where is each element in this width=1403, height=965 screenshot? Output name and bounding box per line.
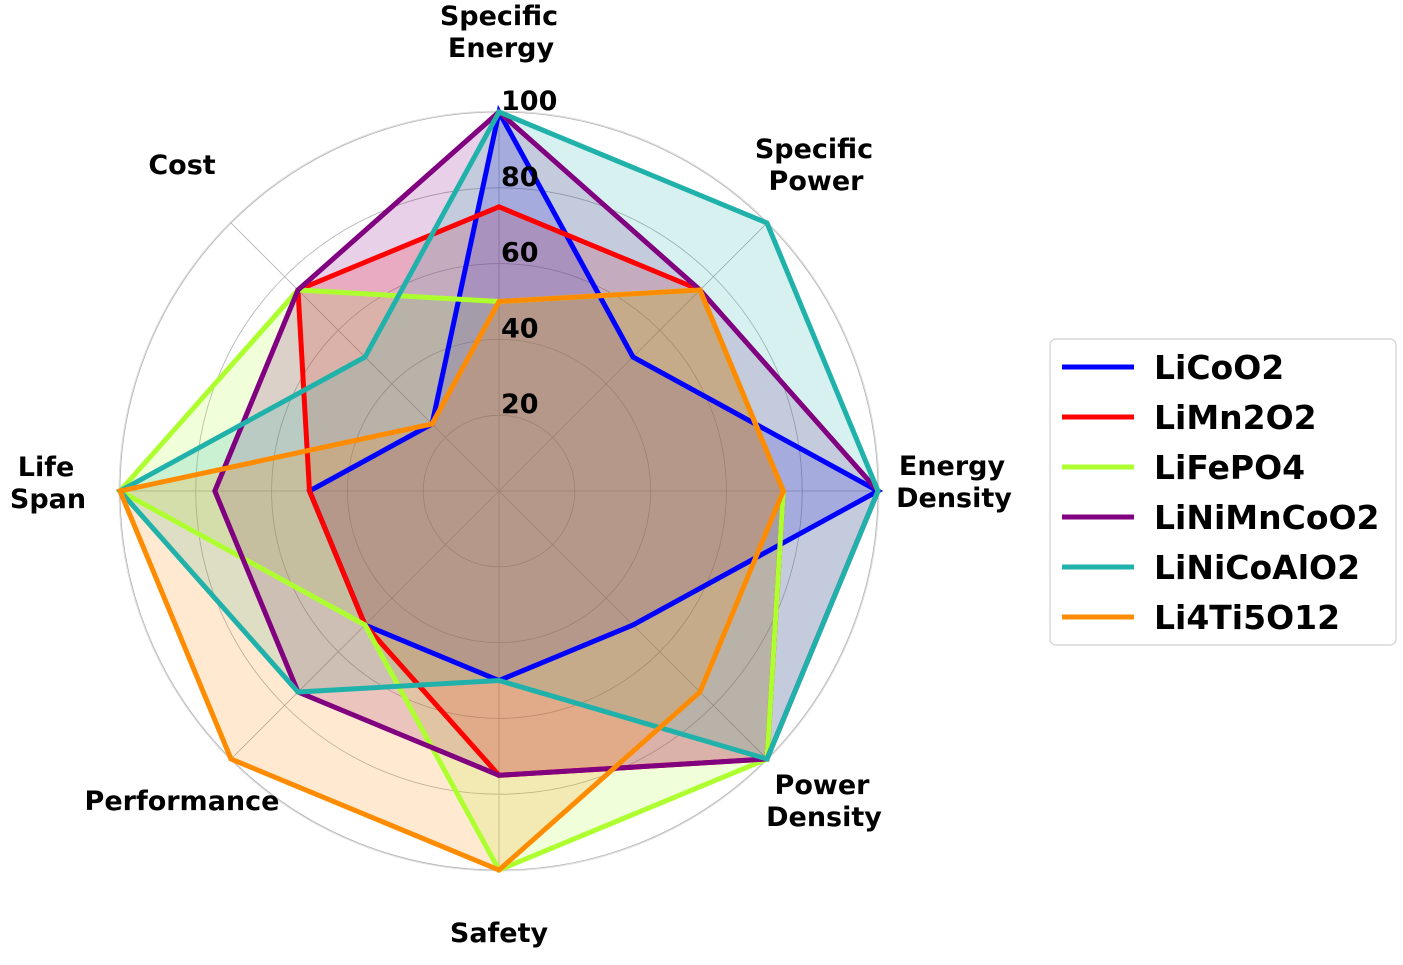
legend-box [1049, 338, 1397, 646]
series-fill-linimncoo2 [214, 112, 879, 776]
legend-label-licoo2: LiCoO2 [1154, 348, 1284, 387]
series-fill-limn2o2 [298, 206, 784, 776]
axis-label-cost: Cost [148, 150, 215, 181]
radial-tick-label-100: 100 [501, 86, 557, 117]
radial-tick-label-80: 80 [501, 162, 539, 193]
radial-tick-label-40: 40 [501, 313, 539, 344]
legend-label-li4ti5o12: Li4Ti5O12 [1154, 598, 1340, 637]
legend-label-limn2o2: LiMn2O2 [1154, 398, 1317, 437]
radial-tick-label-60: 60 [501, 238, 539, 269]
axis-label-safety: Safety [450, 918, 549, 949]
legend-label-lifepo4: LiFePO4 [1154, 448, 1305, 487]
series-line-li4ti5o12 [116, 287, 787, 873]
axis-label-performance: Performance [85, 786, 280, 817]
radial-tick-label-20: 20 [501, 389, 539, 420]
legend: LiCoO2 LiMn2O2 LiFePO4 LiNiMnCoO2 LiNiCoAlO2… [1049, 338, 1397, 646]
legend-label-linicoalo2: LiNiCoAlO2 [1154, 548, 1360, 587]
axis-label-specific-energy: Specific Energy [440, 1, 558, 64]
axis-label-specific-power: Specific Power [755, 134, 873, 197]
axis-label-life-span: Life Span [10, 452, 86, 515]
axis-labels: Energy Density Specific Power Specific Energy… [10, 1, 1012, 949]
series-fill-lifepo4 [120, 290, 784, 870]
series-fill-li4ti5o12 [120, 290, 784, 870]
legend-label-linimncoo2: LiNiMnCoO2 [1154, 498, 1380, 537]
axis-label-power-density: Power Density [766, 770, 882, 833]
axis-label-energy-density: Energy Density [896, 451, 1012, 514]
radial-tick-labels: 20 40 60 80 100 [501, 86, 557, 420]
series-fill-licoo2 [309, 112, 878, 681]
series-line-linimncoo2 [212, 108, 881, 778]
series-layer [116, 104, 884, 874]
